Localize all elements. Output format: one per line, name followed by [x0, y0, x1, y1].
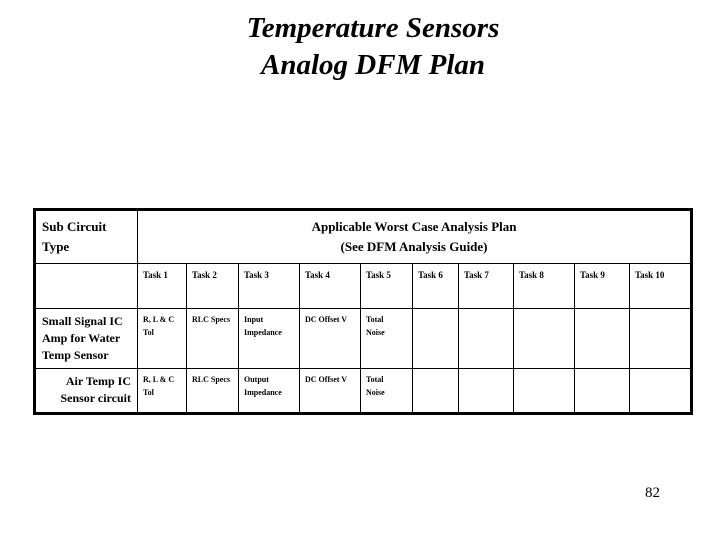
task-header-cell: Task 10	[628, 263, 693, 309]
task-header-cell: Task 2	[186, 263, 239, 309]
task-cell	[513, 368, 575, 414]
row-name-cell: Air Temp IC Sensor circuit	[34, 368, 138, 414]
task-header-cell: Task 8	[513, 263, 575, 309]
task-header-cell: Task 9	[574, 263, 630, 309]
task-header-cell: Task 5	[360, 263, 413, 309]
plan-header-cell: Applicable Worst Case Analysis Plan (See…	[136, 209, 693, 264]
row-name-cell: Small Signal IC Amp for Water Temp Senso…	[34, 308, 138, 369]
task-cell: DC Offset V	[299, 308, 361, 369]
task-cell	[458, 308, 514, 369]
task-cell: Input Impedance	[238, 308, 300, 369]
task-header-cell: Task 7	[458, 263, 514, 309]
task-cell	[574, 368, 630, 414]
task-header-cell: Task 6	[412, 263, 459, 309]
task-cell: Output Impedance	[238, 368, 300, 414]
table-row: Small Signal IC Amp for Water Temp Senso…	[34, 308, 693, 369]
task-cell	[412, 368, 459, 414]
table-row: Air Temp IC Sensor circuit R, L & C Tol …	[34, 368, 693, 414]
task-cell: R, L & C Tol	[137, 368, 187, 414]
task-cell: Total Noise	[360, 368, 413, 414]
task-cell	[458, 368, 514, 414]
task-cell: RLC Specs	[186, 308, 239, 369]
task-cell: Total Noise	[360, 308, 413, 369]
task-cell	[513, 308, 575, 369]
slide-title: Temperature Sensors Analog DFM Plan	[246, 12, 500, 81]
task-cell: DC Offset V	[299, 368, 361, 414]
task-cell: R, L & C Tol	[137, 308, 187, 369]
task-cell: RLC Specs	[186, 368, 239, 414]
task-header-cell: Task 3	[238, 263, 300, 309]
page-number: 82	[645, 485, 660, 501]
table-header-row-1: Sub Circuit Type Applicable Worst Case A…	[34, 209, 693, 264]
task-header-cell: Task 1	[137, 263, 187, 309]
task-cell	[412, 308, 459, 369]
corner-header-cell: Sub Circuit Type	[34, 209, 138, 264]
task-header-cell: Task 4	[299, 263, 361, 309]
task-cell	[628, 308, 693, 369]
dfm-plan-table: Sub Circuit Type Applicable Worst Case A…	[33, 208, 694, 415]
table-header-row-2: Task 1 Task 2 Task 3 Task 4 Task 5 Task …	[34, 263, 693, 309]
task-cell	[574, 308, 630, 369]
task-cell	[628, 368, 693, 414]
empty-header-cell	[34, 263, 138, 309]
